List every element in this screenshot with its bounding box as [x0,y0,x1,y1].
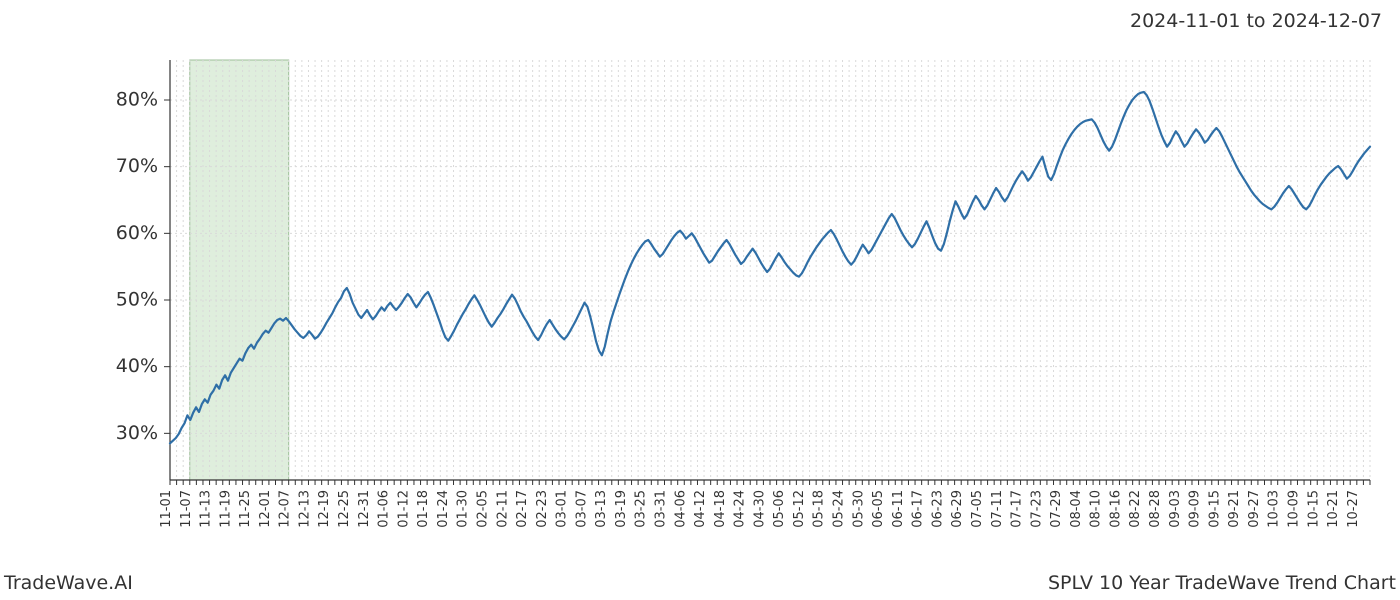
svg-text:11-25: 11-25 [238,490,253,528]
chart-title: SPLV 10 Year TradeWave Trend Chart [1048,572,1396,594]
svg-text:09-03: 09-03 [1168,490,1183,528]
svg-text:50%: 50% [116,289,158,311]
svg-text:10-21: 10-21 [1326,490,1341,528]
svg-text:70%: 70% [116,155,158,177]
svg-text:06-17: 06-17 [911,490,926,528]
svg-text:01-12: 01-12 [396,490,411,528]
svg-text:11-07: 11-07 [179,490,194,528]
svg-text:03-13: 03-13 [594,490,609,528]
svg-text:60%: 60% [116,222,158,244]
trend-chart: 30% 40% 50% 60% 70% 80% 11-01 11-07 11-13 11-19 11… [0,0,1400,600]
svg-text:11-01: 11-01 [159,490,174,528]
chart-container: 2024-11-01 to 2024-12-07 30%40%50%60%70%… [0,0,1400,600]
svg-text:09-21: 09-21 [1227,490,1242,528]
svg-text:07-05: 07-05 [970,490,985,528]
svg-text:04-18: 04-18 [713,490,728,528]
svg-text:07-29: 07-29 [1049,490,1064,528]
svg-text:08-04: 08-04 [1069,490,1084,528]
svg-text:04-12: 04-12 [693,490,708,528]
svg-text:05-06: 05-06 [772,490,787,528]
svg-text:06-23: 06-23 [930,490,945,528]
svg-text:11-13: 11-13 [199,490,214,528]
svg-text:12-31: 12-31 [357,490,372,528]
svg-text:09-09: 09-09 [1188,490,1203,528]
svg-text:06-05: 06-05 [871,490,886,528]
svg-text:80%: 80% [116,89,158,111]
svg-text:07-17: 07-17 [1010,490,1025,528]
svg-text:40%: 40% [116,355,158,377]
svg-text:05-24: 05-24 [832,490,847,528]
svg-text:01-18: 01-18 [416,490,431,528]
svg-text:11-19: 11-19 [218,490,233,528]
svg-text:03-25: 03-25 [634,490,649,528]
svg-text:05-30: 05-30 [851,490,866,528]
svg-text:08-10: 08-10 [1089,490,1104,528]
brand-label: TradeWave.AI [4,572,133,594]
svg-text:10-15: 10-15 [1306,490,1321,528]
svg-text:05-12: 05-12 [792,490,807,528]
svg-text:02-05: 02-05 [475,490,490,528]
svg-text:05-18: 05-18 [812,490,827,528]
svg-text:03-01: 03-01 [555,490,570,528]
svg-text:04-24: 04-24 [733,490,748,528]
svg-text:06-29: 06-29 [950,490,965,528]
svg-text:03-07: 03-07 [574,490,589,528]
svg-text:10-09: 10-09 [1286,490,1301,528]
svg-text:08-16: 08-16 [1108,490,1123,528]
svg-text:01-06: 01-06 [377,490,392,528]
svg-text:30%: 30% [116,422,158,444]
svg-text:12-13: 12-13 [297,490,312,528]
svg-text:07-23: 07-23 [1029,490,1044,528]
svg-text:08-28: 08-28 [1148,490,1163,528]
svg-text:08-22: 08-22 [1128,490,1143,528]
svg-text:06-11: 06-11 [891,490,906,528]
svg-text:01-24: 01-24 [436,490,451,528]
svg-text:02-11: 02-11 [495,490,510,528]
svg-text:01-30: 01-30 [456,490,471,528]
svg-text:04-30: 04-30 [752,490,767,528]
svg-text:03-31: 03-31 [654,490,669,528]
svg-text:12-25: 12-25 [337,490,352,528]
svg-text:07-11: 07-11 [990,490,1005,528]
svg-text:02-23: 02-23 [535,490,550,528]
svg-text:04-06: 04-06 [673,490,688,528]
svg-text:10-03: 10-03 [1267,490,1282,528]
svg-text:12-19: 12-19 [317,490,332,528]
svg-text:12-01: 12-01 [258,490,273,528]
svg-text:10-27: 10-27 [1346,490,1361,528]
svg-text:02-17: 02-17 [515,490,530,528]
svg-text:03-19: 03-19 [614,490,629,528]
svg-text:09-27: 09-27 [1247,490,1262,528]
svg-text:12-07: 12-07 [278,490,293,528]
svg-text:09-15: 09-15 [1207,490,1222,528]
